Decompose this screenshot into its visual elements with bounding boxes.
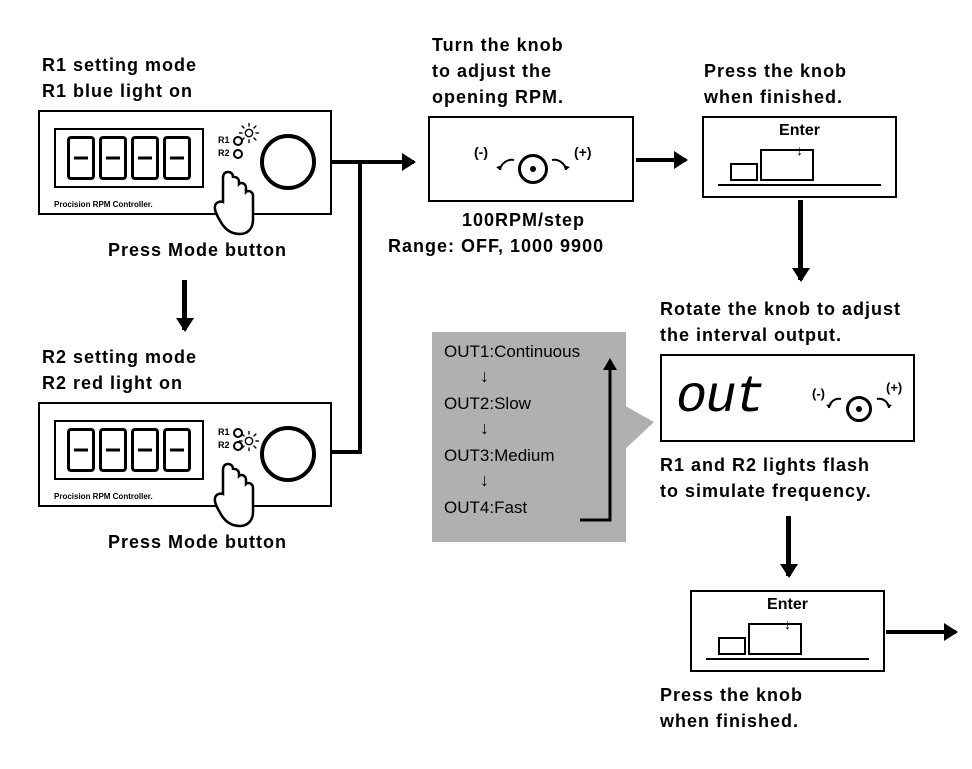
- plus-label: (+): [574, 144, 592, 160]
- step1b-caption: Press Mode button: [108, 532, 287, 553]
- step3-enter-box: Enter ↓: [702, 116, 897, 198]
- rotate-cw-icon: [546, 156, 570, 180]
- connector-vseg: [358, 160, 362, 454]
- callout-pointer-icon: [622, 404, 656, 454]
- knob-icon: [518, 154, 548, 189]
- out-modes-box: OUT1:Continuous ↓ OUT2:Slow ↓ OUT3:Mediu…: [432, 332, 626, 542]
- rotate-ccw-icon: [826, 396, 846, 416]
- finger-press-icon: [206, 168, 256, 243]
- finger-press-icon: [206, 460, 256, 535]
- connector-hseg2: [332, 450, 362, 454]
- device-r1: Procision RPM Controller. R1 R2: [38, 110, 332, 215]
- lcd-display: [54, 128, 204, 188]
- step5-enter-box: Enter ↓: [690, 590, 885, 672]
- step1b-title: R2 setting mode R2 red light on: [42, 344, 197, 396]
- device-knob: [260, 426, 316, 482]
- enter-label: Enter: [692, 596, 883, 614]
- button-silhouette-icon: [730, 149, 814, 186]
- out-display-text: out: [676, 368, 764, 427]
- minus-label: (-): [474, 144, 488, 160]
- arrow-step1-down: [182, 280, 187, 330]
- loop-arrow-icon: [570, 348, 618, 528]
- knob-icon: [846, 396, 872, 427]
- step2-title: Turn the knob to adjust the opening RPM.: [432, 32, 564, 110]
- step2-sub2: Range: OFF, 1000 9900: [388, 236, 604, 257]
- step2-sub1: 100RPM/step: [462, 210, 585, 231]
- rotate-ccw-icon: [496, 156, 520, 180]
- arrow-to-step2: [358, 160, 414, 164]
- step1-title: R1 setting mode R1 blue light on: [42, 52, 197, 104]
- button-silhouette-icon: [718, 623, 802, 660]
- device-r2: Procision RPM Controller. R1 R2: [38, 402, 332, 507]
- step4-sub: R1 and R2 lights flash to simulate frequ…: [660, 452, 872, 504]
- device-brand: Procision RPM Controller.: [54, 492, 153, 501]
- enter-label: Enter: [704, 122, 895, 140]
- device-knob: [260, 134, 316, 190]
- arrow-step3-down: [798, 200, 803, 280]
- device-brand: Procision RPM Controller.: [54, 200, 153, 209]
- step1-caption: Press Mode button: [108, 240, 287, 261]
- arrow-step2-step3: [636, 158, 686, 162]
- arrow-step4-down: [786, 516, 791, 576]
- step5-sub: Press the knob when finished.: [660, 682, 803, 734]
- arrow-step5-right: [886, 630, 956, 634]
- led-glow-icon: [238, 122, 260, 144]
- step2-box: (-) (+): [428, 116, 634, 202]
- led-glow-icon: [238, 430, 260, 452]
- lcd-display: [54, 420, 204, 480]
- minus-label: (-): [812, 386, 825, 401]
- rotate-cw-icon: [872, 396, 892, 416]
- step3-title: Press the knob when finished.: [704, 58, 847, 110]
- plus-label: (+): [886, 380, 902, 395]
- step4-out-box: out (-) (+): [660, 354, 915, 442]
- step4-title: Rotate the knob to adjust the interval o…: [660, 296, 901, 348]
